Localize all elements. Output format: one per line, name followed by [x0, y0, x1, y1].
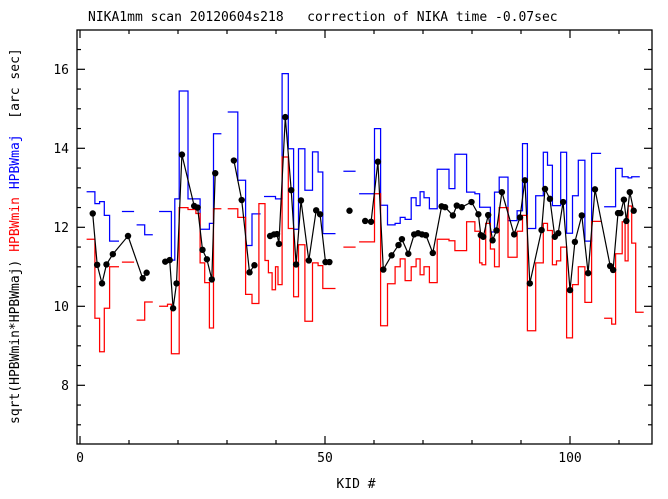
- sqrt-data-point: [578, 212, 585, 219]
- sqrt-data-point: [395, 241, 402, 249]
- sqrt-data-point: [169, 305, 177, 312]
- y-tick-label: 14: [53, 142, 69, 157]
- sqrt-data-point: [361, 217, 369, 225]
- sqrt-data-point: [584, 269, 592, 277]
- sqrt-data-point: [623, 217, 630, 225]
- sqrt-data-point: [449, 212, 457, 219]
- sqrt-data-point: [208, 276, 216, 283]
- sqrt-data-point: [275, 240, 283, 248]
- sqrt-data-point: [526, 280, 534, 287]
- sqrt-data-point: [620, 196, 628, 203]
- sqrt-data-point: [282, 113, 289, 121]
- sqrt-data-point: [166, 256, 173, 264]
- sqrt-data-point: [510, 231, 518, 238]
- sqrt-data-point: [458, 203, 465, 211]
- sqrt-data-point: [173, 280, 180, 287]
- sqrt-data-point: [326, 258, 333, 266]
- sqrt-data-point: [103, 261, 110, 268]
- sqrt-data-point: [109, 250, 117, 258]
- y-axis-label: sqrt(HPBWmin*HPBWmaj) HPBWmin HPBWmaj [a…: [8, 48, 23, 424]
- sqrt-data-point: [566, 286, 574, 294]
- sqrt-data-point: [212, 169, 219, 177]
- sqrt-data-point: [555, 230, 562, 237]
- sqrt-data-point: [489, 237, 496, 244]
- sqrt-data-point: [626, 188, 633, 196]
- y-tick-label: 12: [53, 221, 69, 236]
- sqrt-data-point: [367, 218, 375, 225]
- sqrt-data-point: [516, 214, 524, 221]
- sqrt-data-point: [617, 209, 624, 217]
- sqrt-data-point: [609, 266, 617, 274]
- sqrt-data-point: [493, 227, 500, 234]
- x-tick-label: 100: [558, 451, 581, 466]
- sqrt-data-point: [305, 257, 313, 264]
- sqrt-data-point: [194, 204, 201, 211]
- sqrt-data-point: [312, 207, 320, 214]
- sqrt-data-point: [398, 235, 406, 243]
- sqrt-data-point: [498, 188, 506, 196]
- chart-title: NIKA1mm scan 20120604s218 correction of …: [88, 10, 558, 25]
- sqrt-data-point: [246, 269, 253, 276]
- sqrt-data-point: [541, 185, 549, 193]
- x-tick-label: 50: [317, 451, 333, 466]
- sqrt-data-point: [139, 275, 146, 282]
- sqrt-data-point: [429, 249, 436, 257]
- axis-ticks: [77, 30, 652, 444]
- sqrt-data-point: [98, 280, 106, 287]
- sqrt-data-point: [124, 232, 132, 240]
- sqrt-data-point: [297, 197, 305, 204]
- sqrt-data-point: [475, 211, 482, 218]
- sqrt-data-point: [521, 177, 529, 184]
- sqrt-data-point: [538, 226, 545, 234]
- sqrt-data-point: [441, 203, 449, 211]
- sqrt-data-point: [480, 233, 487, 240]
- x-tick-label: 0: [76, 451, 84, 466]
- y-tick-labels: 8 10 12 14 16: [53, 63, 69, 394]
- sqrt-data-point: [230, 157, 238, 164]
- sqrt-data-point: [559, 198, 567, 206]
- sqrt-data-point: [571, 238, 579, 246]
- sqrt-data-point: [380, 266, 387, 273]
- sqrt-data-point: [468, 198, 475, 206]
- sqrt-data-point: [292, 261, 300, 268]
- sqrt-data-point: [93, 261, 101, 269]
- sqrt-data-point: [89, 210, 96, 217]
- sqrt-hpbw-series: [89, 113, 637, 312]
- sqrt-data-point: [546, 195, 554, 203]
- y-tick-label: 8: [61, 379, 69, 394]
- sqrt-data-point: [453, 202, 461, 209]
- sqrt-data-point: [203, 256, 211, 263]
- sqrt-data-point: [316, 211, 324, 218]
- sqrt-data-point: [251, 262, 258, 269]
- x-axis-label: KID #: [336, 477, 375, 492]
- sqrt-data-point: [287, 186, 295, 194]
- sqrt-data-point: [273, 230, 281, 238]
- sqrt-data-point: [388, 252, 395, 259]
- sqrt-data-point: [405, 250, 412, 257]
- sqrt-data-point: [178, 151, 186, 158]
- sqrt-data-point: [143, 269, 150, 276]
- plot-frame: [76, 29, 653, 445]
- sqrt-data-point: [591, 186, 599, 193]
- sqrt-data-point: [630, 207, 637, 214]
- sqrt-data-point: [346, 207, 353, 214]
- sqrt-connecting-line: [92, 117, 635, 309]
- x-tick-labels: 0 50 100: [76, 451, 582, 466]
- sqrt-data-point: [422, 232, 430, 239]
- y-tick-label: 16: [53, 63, 69, 78]
- y-tick-label: 10: [53, 300, 69, 315]
- sqrt-data-point: [374, 158, 382, 165]
- sqrt-data-point: [238, 196, 245, 204]
- sqrt-data-point: [199, 246, 206, 254]
- sqrt-data-point: [484, 211, 492, 219]
